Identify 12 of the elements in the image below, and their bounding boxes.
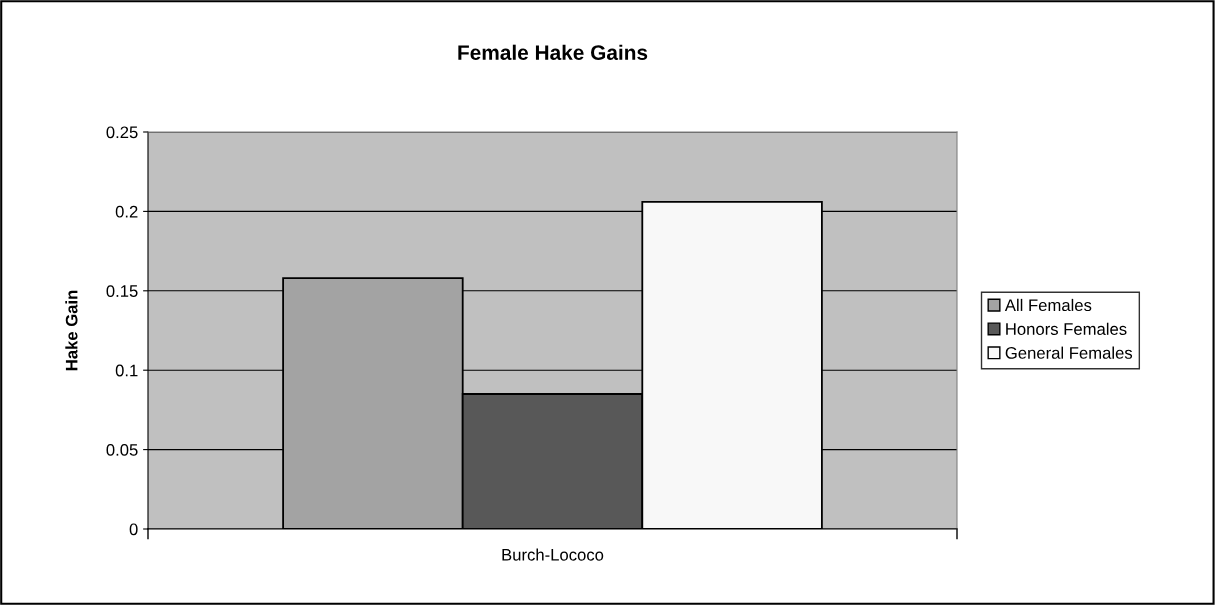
y-tick-label: 0.2	[115, 205, 138, 218]
x-tick-label: Burch-Lococo	[502, 548, 604, 561]
chart-title: Female Hake Gains	[458, 44, 648, 60]
legend-label: All Females	[1004, 298, 1092, 312]
y-tick-label: 0.15	[106, 285, 138, 297]
y-tick-label: 0.05	[106, 444, 138, 456]
y-tick-label: 0	[129, 523, 138, 536]
y-axis-title: Hake Gain	[65, 290, 78, 371]
y-tick-label: 0.25	[106, 126, 138, 139]
legend-label: General Females	[1005, 346, 1133, 359]
legend-label: Honors Females	[1006, 322, 1127, 335]
y-tick-label: 0.1	[115, 364, 138, 377]
